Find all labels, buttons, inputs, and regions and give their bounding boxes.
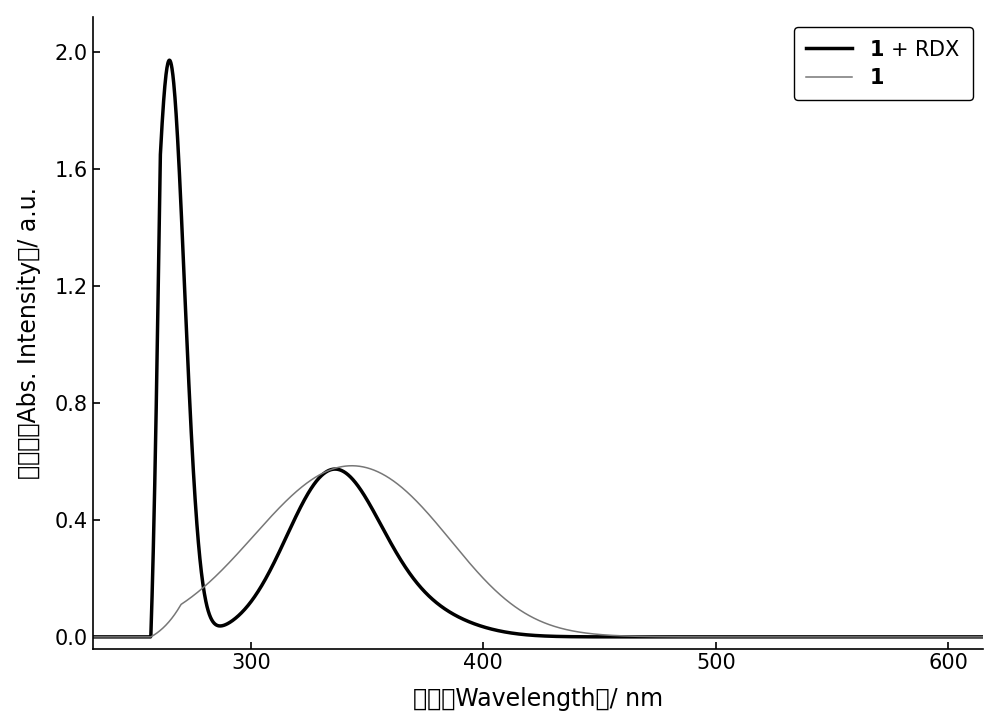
$\mathbf{1}$ + RDX <box>467 619 479 628</box>
Y-axis label: 吸光度（Abs. Intensity）/ a.u.: 吸光度（Abs. Intensity）/ a.u. <box>17 186 41 478</box>
Line: $\mathbf{1}$: $\mathbf{1}$ <box>93 466 983 637</box>
Line: $\mathbf{1}$ + RDX: $\mathbf{1}$ + RDX <box>93 60 983 637</box>
$\mathbf{1}$ <box>241 539 253 547</box>
$\mathbf{1}$ <box>346 462 358 470</box>
$\mathbf{1}$ + RDX <box>977 633 989 641</box>
Legend: $\mathbf{1}$ + RDX, $\mathbf{1}$: $\mathbf{1}$ + RDX, $\mathbf{1}$ <box>794 27 973 100</box>
$\mathbf{1}$ <box>977 633 989 641</box>
X-axis label: 波长（Wavelength）/ nm: 波长（Wavelength）/ nm <box>413 687 663 711</box>
$\mathbf{1}$ + RDX <box>189 486 201 494</box>
$\mathbf{1}$ + RDX <box>87 633 99 641</box>
$\mathbf{1}$ <box>87 633 99 641</box>
$\mathbf{1}$ + RDX <box>960 633 972 641</box>
$\mathbf{1}$ <box>467 563 479 571</box>
$\mathbf{1}$ + RDX <box>428 597 440 606</box>
$\mathbf{1}$ + RDX <box>241 602 253 611</box>
$\mathbf{1}$ <box>960 633 972 641</box>
$\mathbf{1}$ + RDX <box>864 633 876 641</box>
$\mathbf{1}$ <box>864 633 876 641</box>
$\mathbf{1}$ + RDX <box>163 56 175 65</box>
$\mathbf{1}$ <box>428 517 440 526</box>
$\mathbf{1}$ <box>188 590 200 599</box>
